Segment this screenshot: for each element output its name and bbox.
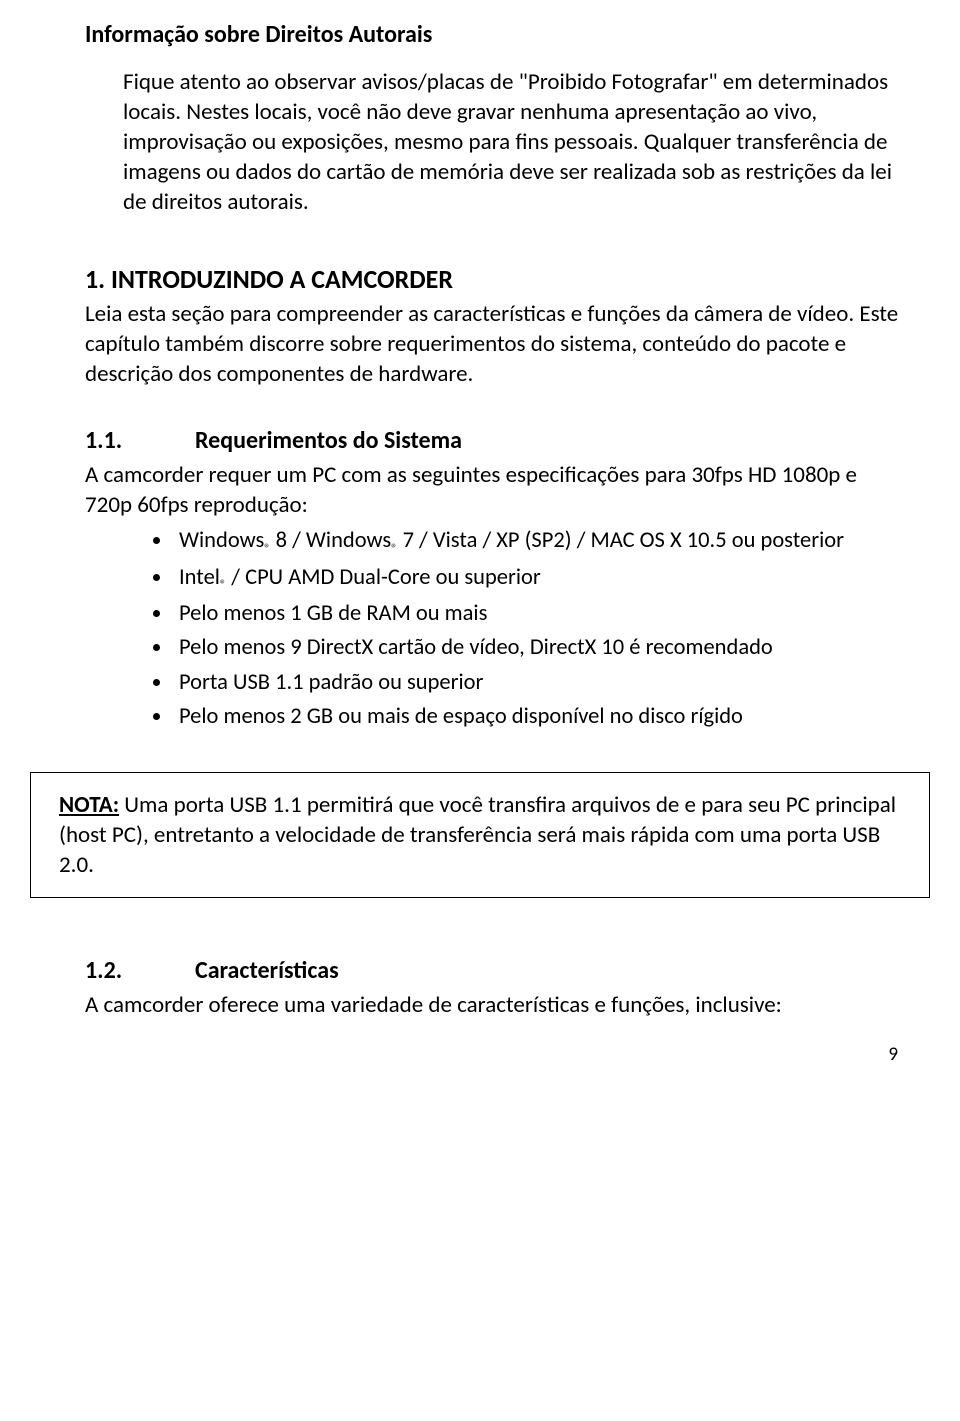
section12-body: A camcorder oferece uma variedade de car…	[85, 991, 900, 1021]
registered-icon: ®	[220, 577, 226, 592]
note-body: Uma porta USB 1.1 permitirá que você tra…	[59, 791, 896, 879]
list-item: Windows® 8 / Windows® 7 / Vista / XP (SP…	[173, 526, 900, 558]
list-item: Pelo menos 1 GB de RAM ou mais	[173, 599, 900, 629]
section12-title: Características	[195, 956, 339, 985]
section11-number: 1.1.	[85, 426, 195, 455]
registered-icon: ®	[391, 541, 397, 556]
list-item: Porta USB 1.1 padrão ou superior	[173, 668, 900, 698]
section12-number: 1.2.	[85, 956, 195, 985]
section11-intro: A camcorder requer um PC com as seguinte…	[85, 461, 900, 521]
list-item: Intel® / CPU AMD Dual-Core ou superior	[173, 563, 900, 595]
section1-title: 1. INTRODUZINDO A CAMCORDER	[85, 263, 900, 296]
section1-body: Leia esta seção para compreender as cara…	[85, 300, 900, 390]
copyright-body: Fique atento ao observar avisos/placas d…	[123, 68, 900, 217]
section11-header: 1.1. Requerimentos do Sistema	[85, 426, 900, 455]
note-box: NOTA: Uma porta USB 1.1 permitirá que vo…	[30, 772, 930, 898]
requirements-list: Windows® 8 / Windows® 7 / Vista / XP (SP…	[85, 526, 900, 732]
section12-header: 1.2. Características	[85, 956, 900, 985]
section11-title: Requerimentos do Sistema	[195, 426, 462, 455]
document-page: Informação sobre Direitos Autorais Fique…	[0, 0, 960, 1091]
note-label: NOTA:	[59, 791, 119, 819]
list-item: Pelo menos 2 GB ou mais de espaço dispon…	[173, 702, 900, 732]
list-item: Pelo menos 9 DirectX cartão de vídeo, Di…	[173, 633, 900, 663]
copyright-heading: Informação sobre Direitos Autorais	[85, 20, 900, 50]
registered-icon: ®	[264, 541, 270, 556]
page-number: 9	[85, 1043, 900, 1066]
